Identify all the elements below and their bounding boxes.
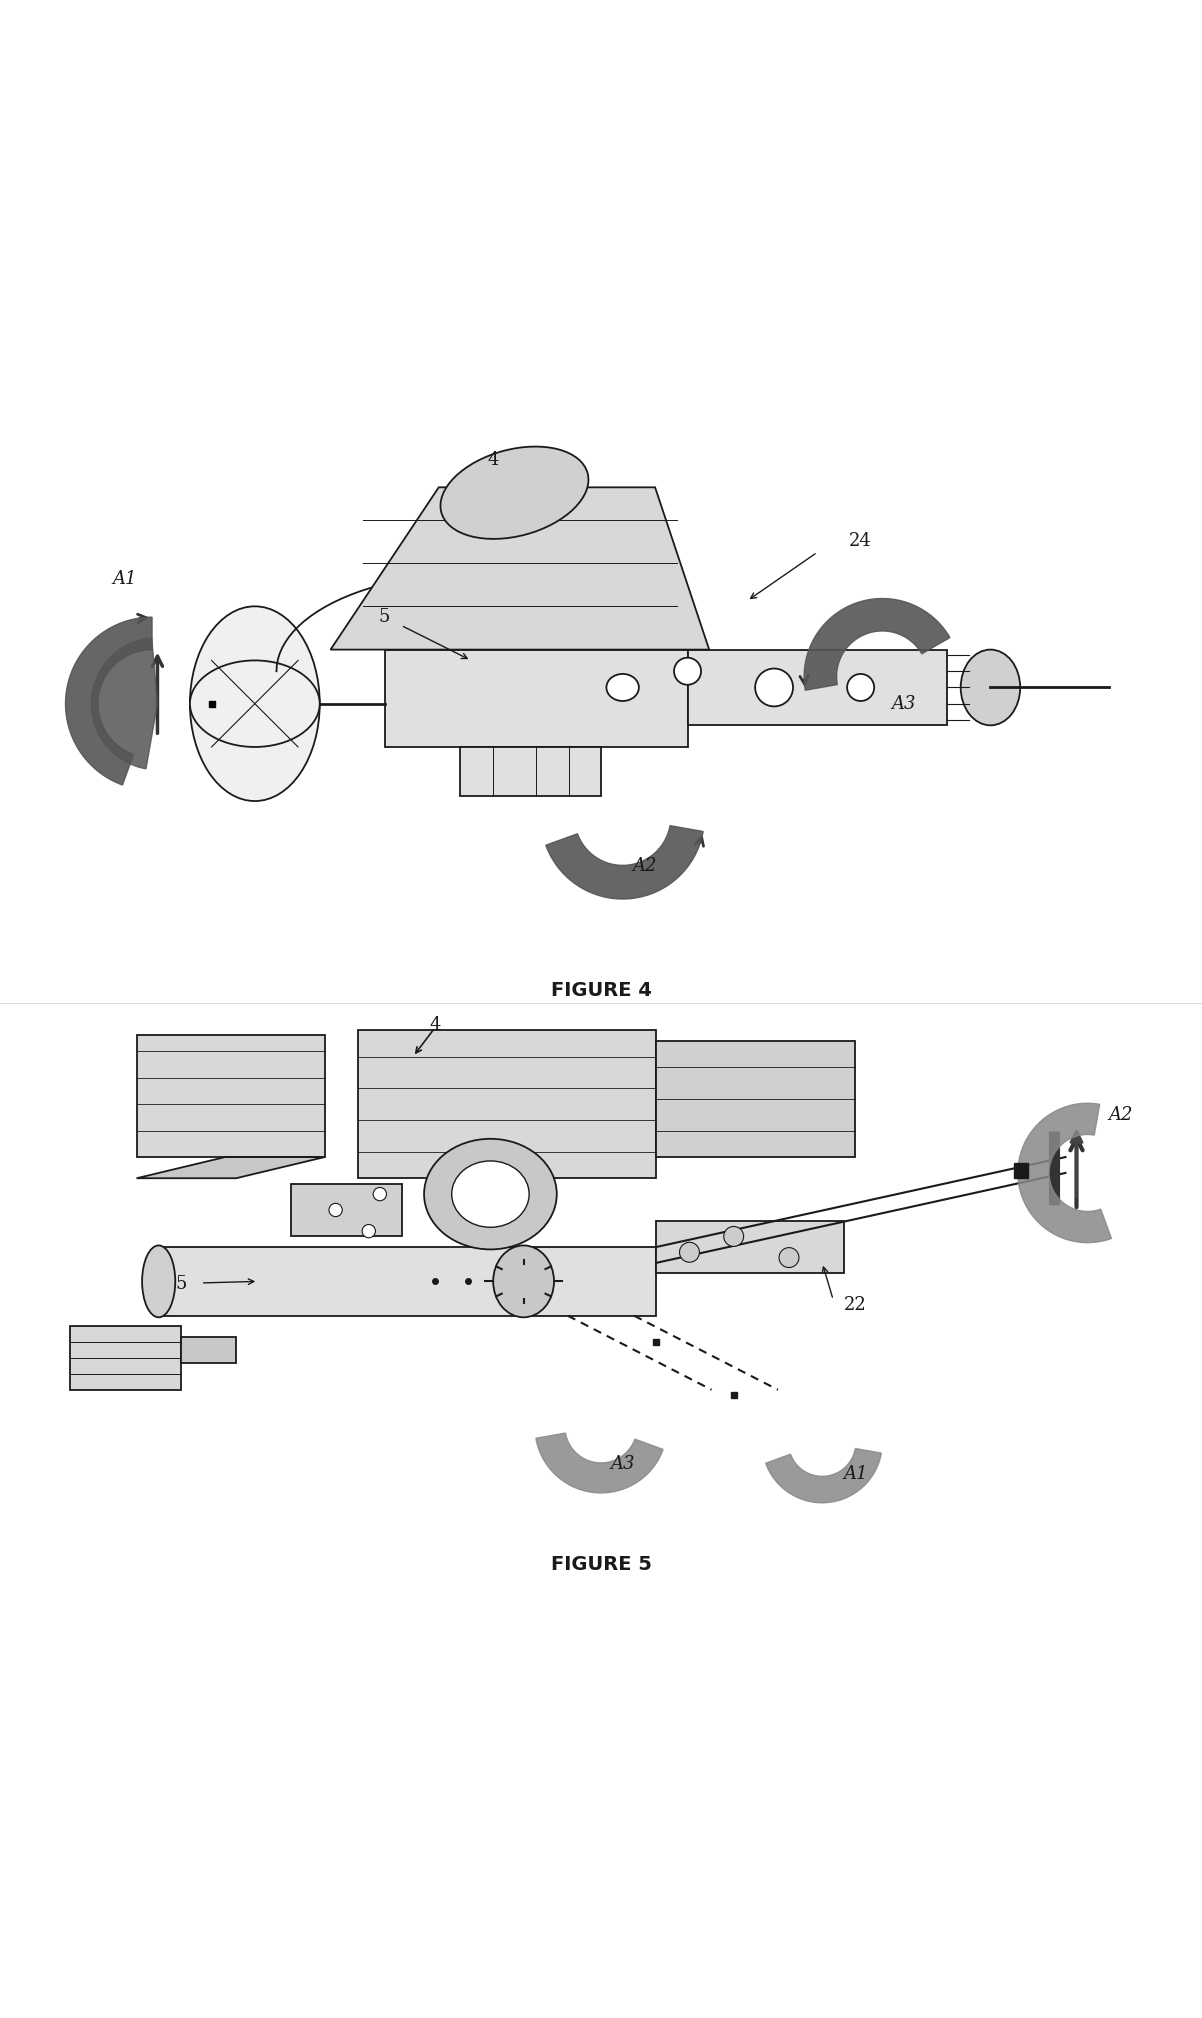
Text: FIGURE 5: FIGURE 5 xyxy=(551,1554,651,1574)
Polygon shape xyxy=(291,1183,401,1237)
Ellipse shape xyxy=(142,1245,175,1318)
Ellipse shape xyxy=(452,1160,529,1227)
Ellipse shape xyxy=(493,1245,554,1318)
Ellipse shape xyxy=(755,668,793,706)
Polygon shape xyxy=(766,1449,881,1503)
Ellipse shape xyxy=(329,1203,343,1217)
Polygon shape xyxy=(180,1336,236,1364)
Text: 4: 4 xyxy=(487,452,499,470)
Text: 5: 5 xyxy=(175,1275,186,1294)
Polygon shape xyxy=(137,1156,325,1179)
Text: FIGURE 4: FIGURE 4 xyxy=(551,981,651,1001)
Polygon shape xyxy=(1018,1104,1112,1243)
Ellipse shape xyxy=(362,1225,375,1237)
Polygon shape xyxy=(804,599,950,690)
Text: A3: A3 xyxy=(611,1455,636,1473)
Polygon shape xyxy=(385,650,688,747)
Polygon shape xyxy=(656,1221,844,1273)
Polygon shape xyxy=(91,638,157,769)
Ellipse shape xyxy=(847,674,874,700)
Text: A1: A1 xyxy=(843,1465,868,1483)
Ellipse shape xyxy=(607,674,639,700)
Polygon shape xyxy=(358,1029,656,1179)
Polygon shape xyxy=(656,1041,856,1156)
Ellipse shape xyxy=(373,1187,387,1201)
Polygon shape xyxy=(331,486,709,650)
Polygon shape xyxy=(688,650,947,724)
Text: A2: A2 xyxy=(632,858,656,876)
Polygon shape xyxy=(212,660,298,747)
Ellipse shape xyxy=(960,650,1020,724)
Ellipse shape xyxy=(779,1247,799,1267)
Ellipse shape xyxy=(190,605,320,801)
Ellipse shape xyxy=(679,1243,700,1261)
Polygon shape xyxy=(137,1035,325,1156)
Polygon shape xyxy=(536,1433,664,1493)
Ellipse shape xyxy=(190,660,320,747)
Text: 4: 4 xyxy=(429,1015,441,1033)
Ellipse shape xyxy=(424,1138,557,1249)
Polygon shape xyxy=(1014,1162,1029,1179)
Polygon shape xyxy=(546,825,703,898)
Ellipse shape xyxy=(674,658,701,684)
Ellipse shape xyxy=(724,1227,744,1247)
Text: 22: 22 xyxy=(844,1296,867,1314)
Text: A3: A3 xyxy=(892,694,916,712)
Text: 5: 5 xyxy=(379,607,391,626)
Ellipse shape xyxy=(440,446,589,539)
Text: A1: A1 xyxy=(113,571,137,589)
Text: A2: A2 xyxy=(1108,1106,1133,1124)
Text: 24: 24 xyxy=(850,533,871,551)
Polygon shape xyxy=(70,1326,180,1390)
Polygon shape xyxy=(66,618,151,785)
Polygon shape xyxy=(460,747,601,795)
Polygon shape xyxy=(159,1247,656,1316)
